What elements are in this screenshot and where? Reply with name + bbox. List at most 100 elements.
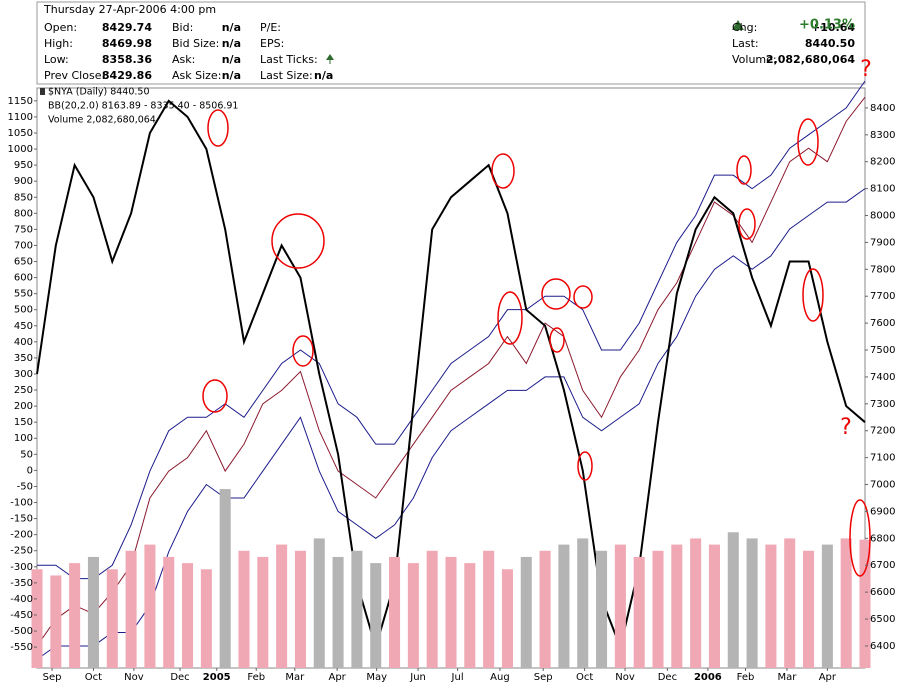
field-value: n/a (222, 53, 241, 66)
x-tick-label: Nov (615, 672, 635, 683)
volume-bar (840, 538, 852, 668)
x-tick-label: Oct (85, 672, 102, 683)
volume-bar (821, 544, 833, 668)
volume-bar (596, 550, 608, 668)
field-label: Ask Size: (172, 69, 221, 82)
x-tick-label: Feb (247, 672, 265, 683)
volume-bar (765, 544, 777, 668)
volume-bar (727, 532, 739, 668)
field-label: Prev Close: (44, 69, 105, 82)
x-tick-label: 2006 (694, 672, 722, 683)
y-tick-label: 500 (14, 305, 33, 316)
y-tick-label: 300 (14, 369, 33, 380)
field-value: n/a (222, 37, 241, 50)
y-tick-label: 550 (14, 289, 33, 300)
field-label: Bid Size: (172, 37, 219, 50)
volume-bar (182, 563, 194, 668)
volume-bar (351, 550, 363, 668)
y-tick-label: 450 (14, 321, 33, 332)
y2-tick-label: 8300 (870, 130, 895, 141)
y-tick-label: 650 (14, 257, 33, 268)
y2-tick-label: 8400 (870, 103, 895, 114)
x-tick-label: Apr (328, 672, 346, 683)
volume-bar (370, 563, 382, 668)
y2-tick-label: 7200 (870, 426, 895, 437)
x-tick-label: Jun (409, 672, 426, 683)
x-tick-label: Dec (170, 672, 189, 683)
volume-bar (652, 550, 664, 668)
x-tick-label: Mar (777, 672, 797, 683)
x-tick-label: Dec (658, 672, 677, 683)
x-tick-label: May (366, 672, 387, 683)
y2-tick-label: 7400 (870, 372, 895, 383)
legend-entry: BB(20,2.0) 8163.89 - 8335.40 - 8506.91 (48, 101, 238, 112)
field-value: 8469.98 (102, 37, 152, 50)
y-tick-label: 700 (14, 240, 33, 251)
y-tick-label: 1100 (8, 112, 33, 123)
legend-entry: Volume 2,082,680,064 (48, 115, 156, 126)
y-tick-label: -200 (10, 530, 33, 541)
y-tick-label: -350 (10, 578, 33, 589)
field-value: 8429.86 (102, 69, 152, 82)
y2-tick-label: 6600 (870, 587, 895, 598)
series-line (36, 99, 866, 651)
y-tick-label: -100 (10, 498, 33, 509)
volume-bar (87, 556, 99, 668)
volume-bar (671, 544, 683, 668)
y-tick-label: -300 (10, 562, 33, 573)
y2-tick-label: 7800 (870, 264, 895, 275)
y2-tick-label: 8200 (870, 157, 895, 168)
volume-bar (445, 556, 457, 668)
x-tick-label: Aug (490, 672, 510, 683)
y2-tick-label: 8000 (870, 211, 895, 222)
y-tick-label: -500 (10, 626, 33, 637)
up-arrow (732, 20, 744, 30)
field-label: Low: (44, 53, 69, 66)
volume-bar (803, 550, 815, 668)
field-value: n/a (314, 69, 333, 82)
volume-bar (501, 569, 513, 668)
volume-bar (332, 556, 344, 668)
y2-tick-label: 6900 (870, 506, 895, 517)
series-line (36, 188, 866, 660)
field-value: n/a (222, 21, 241, 34)
y-tick-label: 600 (14, 273, 33, 284)
y-tick-label: 850 (14, 192, 33, 203)
y-tick-label: -450 (10, 610, 33, 621)
y-tick-label: -250 (10, 546, 33, 557)
y-tick-label: 900 (14, 176, 33, 187)
volume-bar (483, 550, 495, 668)
y-tick-label: 250 (14, 385, 33, 396)
y-tick-label: 950 (14, 160, 33, 171)
y2-tick-label: 7100 (870, 453, 895, 464)
volume-bar (144, 544, 156, 668)
volume-bar (520, 556, 532, 668)
volume-bar (50, 575, 62, 668)
y2-tick-label: 7600 (870, 318, 895, 329)
volume-bar (633, 556, 645, 668)
y-tick-label: 750 (14, 224, 33, 235)
highlight-circles (202, 109, 871, 577)
volume-bar (746, 538, 758, 668)
y2-tick-label: 7500 (870, 345, 895, 356)
y-tick-label: 800 (14, 208, 33, 219)
field-label: Last Size: (260, 69, 313, 82)
y2-tick-label: 6400 (870, 641, 895, 652)
y-tick-label: 50 (20, 449, 33, 460)
volume-bar (708, 544, 720, 668)
y-tick-label: 1150 (8, 96, 33, 107)
y-tick-label: 150 (14, 417, 33, 428)
volume-bar (313, 538, 325, 668)
field-value: n/a (222, 69, 241, 82)
field-label: EPS: (260, 37, 284, 50)
field-label: Bid: (172, 21, 193, 34)
y2-tick-label: 6800 (870, 533, 895, 544)
volume-bar (257, 556, 269, 668)
field-value: 8440.50 (805, 37, 855, 50)
annotation: ? (860, 57, 872, 82)
field-value: +10.64 (811, 21, 855, 34)
volume-bar (784, 538, 796, 668)
y-tick-label: 1050 (8, 128, 33, 139)
x-tick-label: Feb (737, 672, 755, 683)
header-date: Thursday 27-Apr-2006 4:00 pm (43, 3, 216, 16)
